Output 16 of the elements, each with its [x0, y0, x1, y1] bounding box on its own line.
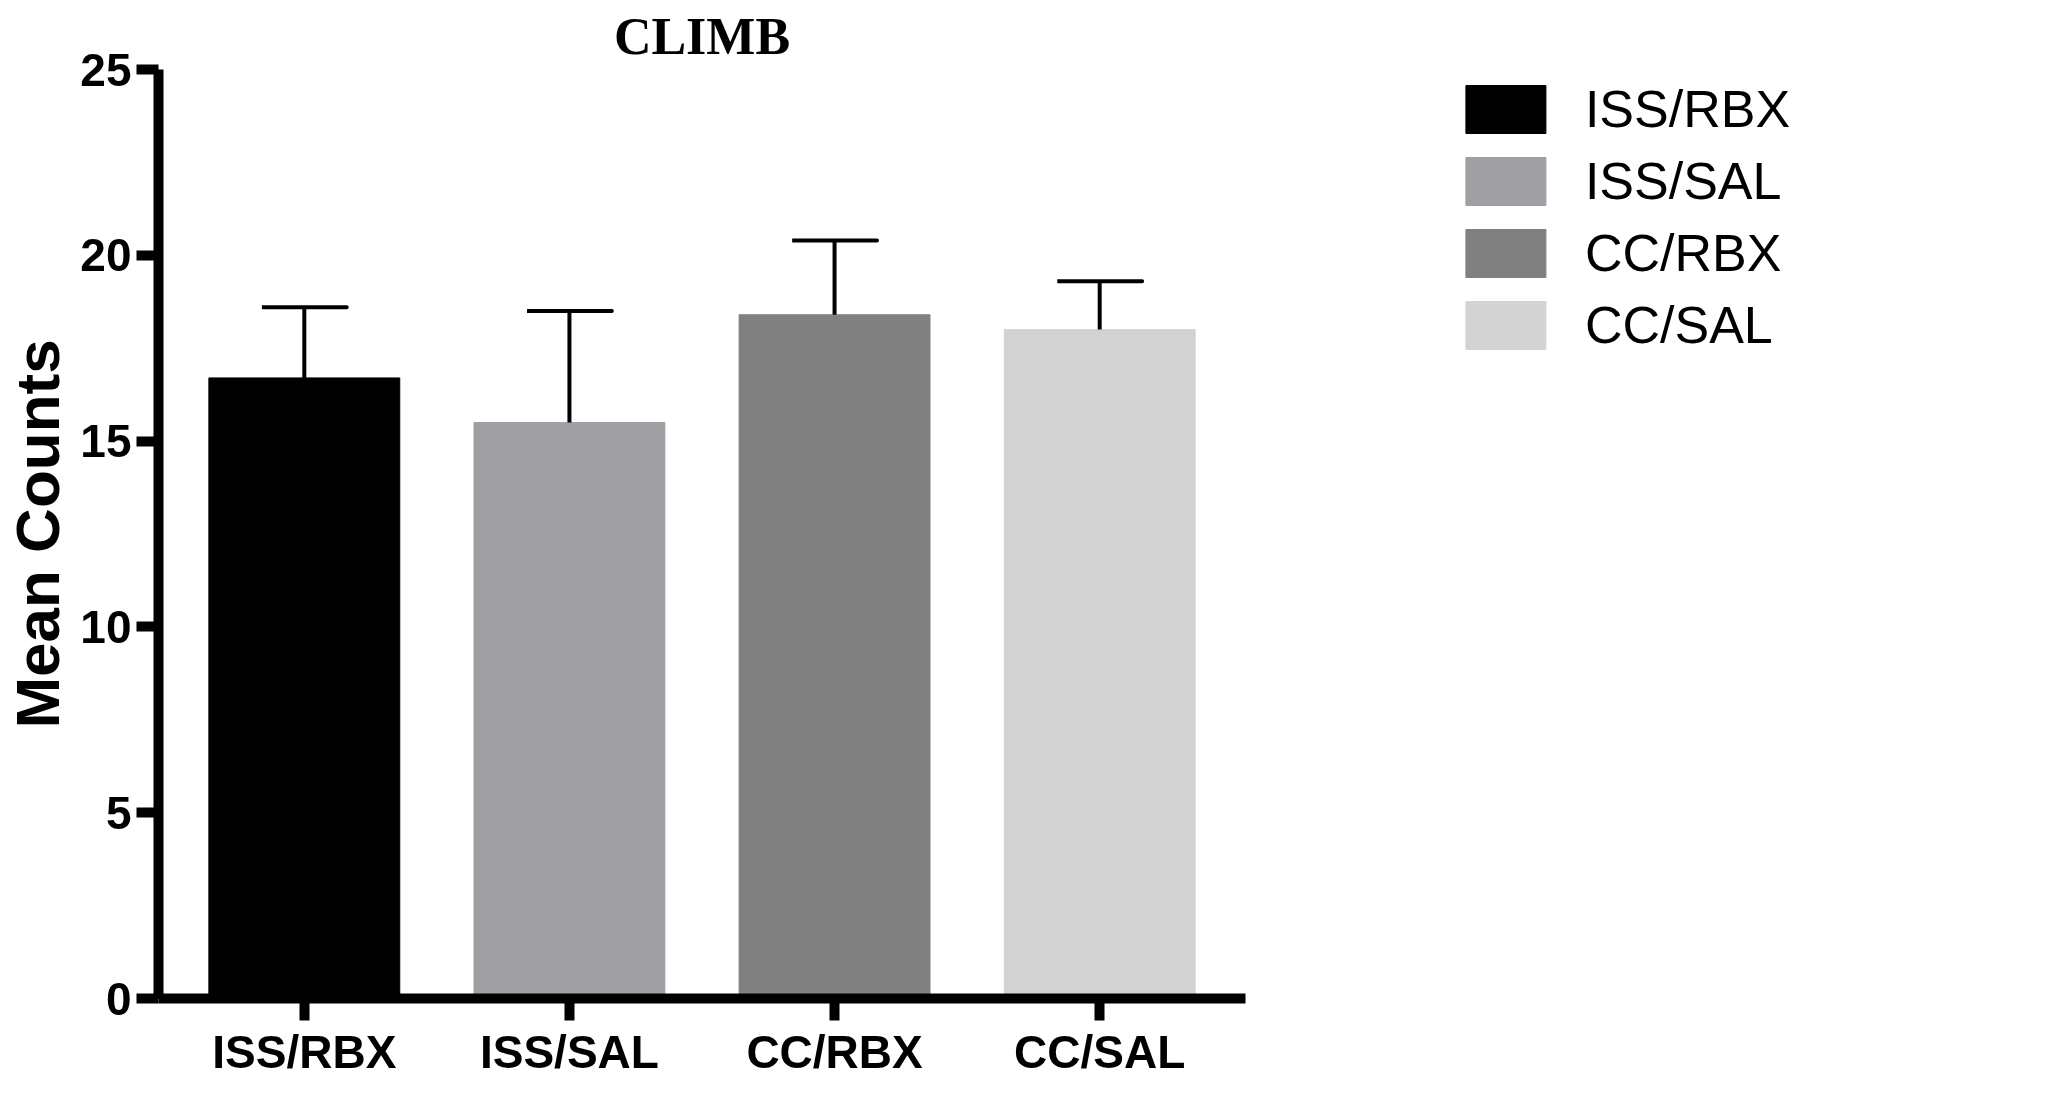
legend-label: ISS/RBX — [1584, 79, 1791, 139]
legend-label: ISS/SAL — [1584, 151, 1782, 211]
x-tick-label: CC/RBX — [746, 1025, 924, 1078]
x-tick-label: ISS/SAL — [479, 1025, 659, 1078]
y-tick-label: 5 — [105, 786, 132, 839]
y-tick-label: 15 — [80, 415, 132, 468]
legend-label: CC/RBX — [1584, 223, 1782, 283]
legend-label: CC/SAL — [1584, 295, 1773, 355]
x-tick-label: ISS/RBX — [212, 1025, 397, 1078]
x-tick-label: CC/SAL — [1014, 1025, 1186, 1078]
y-tick-label: 10 — [80, 600, 132, 653]
y-tick-label: 20 — [80, 229, 132, 282]
y-tick-label: 0 — [105, 972, 132, 1025]
y-axis-title: Mean Counts — [3, 339, 73, 729]
y-tick-label: 25 — [80, 43, 132, 96]
chart-title: CLIMB — [613, 7, 791, 65]
